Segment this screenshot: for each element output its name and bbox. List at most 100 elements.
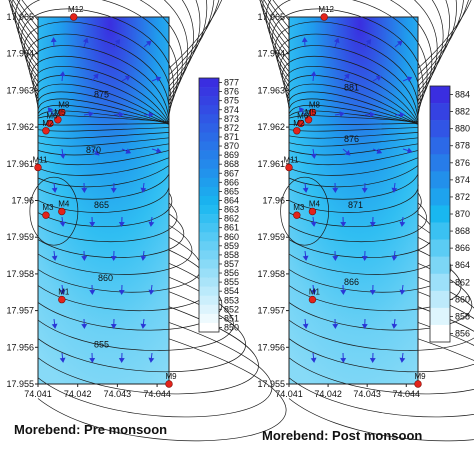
flow-arrow-head — [140, 187, 147, 193]
contour-line — [288, 276, 474, 351]
flow-arrow-head — [110, 323, 117, 329]
well-label: M4 — [309, 200, 321, 209]
contour-line — [10, 0, 208, 87]
y-tick-label: 17.959 — [6, 232, 34, 242]
colorbar-label: 869 — [224, 150, 239, 160]
colorbar-swatch — [430, 103, 450, 121]
x-tick-label: 74.041 — [275, 389, 303, 399]
contour-label: 881 — [344, 82, 359, 92]
colorbar-label: 873 — [224, 114, 239, 124]
y-tick-label: 17.956 — [6, 342, 34, 352]
colorbar-label: 864 — [224, 195, 239, 205]
colorbar-swatch — [199, 286, 219, 297]
contour-line — [37, 306, 259, 395]
colorbar-swatch — [199, 304, 219, 315]
contour-line — [29, 176, 79, 246]
contour-line — [260, 0, 444, 97]
flow-arrow-head — [51, 187, 58, 193]
y-tick-label: 17.963 — [257, 85, 285, 95]
flow-arrow-head — [118, 221, 125, 227]
flow-arrow-head — [81, 323, 88, 329]
colorbar-swatch — [199, 141, 219, 151]
colorbar-label: 861 — [224, 223, 239, 233]
contour-line — [37, 192, 172, 227]
contour-line — [11, 0, 188, 102]
colorbar-swatch — [199, 295, 219, 306]
contour-line — [288, 137, 419, 147]
colorbar-frame — [198, 77, 220, 333]
colorbar-label: 863 — [224, 205, 239, 215]
flow-arrow-head — [125, 148, 132, 154]
flow-arrow-head — [59, 289, 66, 295]
well-marker-m9 — [414, 380, 422, 388]
map-panel-2: 881 876 871 866 17.965 17.964 17.963 17.962 17.9… — [257, 0, 474, 443]
y-tick-label: 17.955 — [257, 379, 285, 389]
contour-line — [288, 110, 419, 124]
contour-line — [288, 165, 419, 188]
well-label: M2 — [293, 119, 305, 128]
flow-arrow-head — [396, 40, 403, 46]
flow-arrow-head — [391, 187, 398, 193]
colorbar-label: 884 — [455, 90, 470, 100]
contour-line — [37, 137, 170, 147]
y-tick-label: 17.956 — [257, 342, 285, 352]
contour-line — [288, 157, 419, 176]
colorbar-label: 854 — [224, 286, 239, 296]
flow-arrow-head — [339, 111, 345, 118]
flow-arrow-head — [406, 76, 413, 82]
flow-arrow-head — [302, 255, 309, 261]
contour-line — [288, 306, 474, 395]
well-label: M1 — [58, 288, 70, 297]
colorbar-label: 868 — [455, 226, 470, 236]
colorbar-label: 858 — [455, 311, 470, 321]
well-label: M12 — [318, 5, 334, 14]
flow-arrow-head — [140, 255, 147, 261]
flow-arrow-head — [369, 111, 375, 118]
contour-line — [15, 0, 183, 106]
colorbar-label: 876 — [224, 87, 239, 97]
contour-line — [288, 202, 427, 243]
flow-arrow-head — [51, 323, 58, 329]
colorbar-label: 853 — [224, 295, 239, 305]
colorbar-label: 868 — [224, 159, 239, 169]
contour-line — [33, 65, 170, 123]
y-tick-label: 17.957 — [257, 306, 285, 316]
flow-arrow-head — [310, 153, 317, 159]
contour-line — [37, 157, 170, 176]
contour-line — [259, 0, 450, 92]
well-marker-m4 — [308, 207, 317, 216]
well-marker-m11 — [285, 163, 293, 172]
contour-line — [37, 276, 234, 351]
flow-arrow-head — [59, 153, 66, 159]
well-label: M1 — [309, 288, 321, 297]
well-label: M4 — [58, 200, 70, 209]
contour-line — [37, 213, 185, 258]
well-label: M8 — [309, 100, 321, 109]
contour-line — [9, 0, 194, 97]
colorbar-swatch — [430, 137, 450, 155]
colorbar-swatch — [199, 96, 219, 106]
y-tick-label: 17.958 — [6, 269, 34, 279]
well-marker-m2 — [293, 127, 301, 135]
flow-arrow-head — [369, 221, 376, 227]
contour-line — [262, 0, 438, 102]
flow-arrow-head — [299, 107, 305, 113]
contour-line — [288, 322, 474, 418]
contour-line — [37, 132, 170, 139]
contour-line — [8, 0, 200, 92]
x-tick-label: 74.043 — [104, 389, 132, 399]
colorbar-swatch — [430, 239, 450, 257]
colorbar-label: 874 — [455, 175, 470, 185]
contour-label: 866 — [344, 277, 359, 287]
contour-label: 871 — [348, 200, 363, 210]
well-label: M6 — [46, 111, 58, 120]
colorbar-label: 870 — [224, 141, 239, 151]
flow-arrow-head — [81, 255, 88, 261]
colorbar-swatch — [430, 307, 450, 326]
flow-arrow-head — [369, 289, 376, 295]
flow-arrow-head — [148, 221, 155, 227]
contour-line — [288, 182, 419, 213]
well-marker-m8 — [58, 108, 66, 117]
well-label: M11 — [284, 155, 300, 164]
colorbar-swatch — [430, 290, 450, 309]
